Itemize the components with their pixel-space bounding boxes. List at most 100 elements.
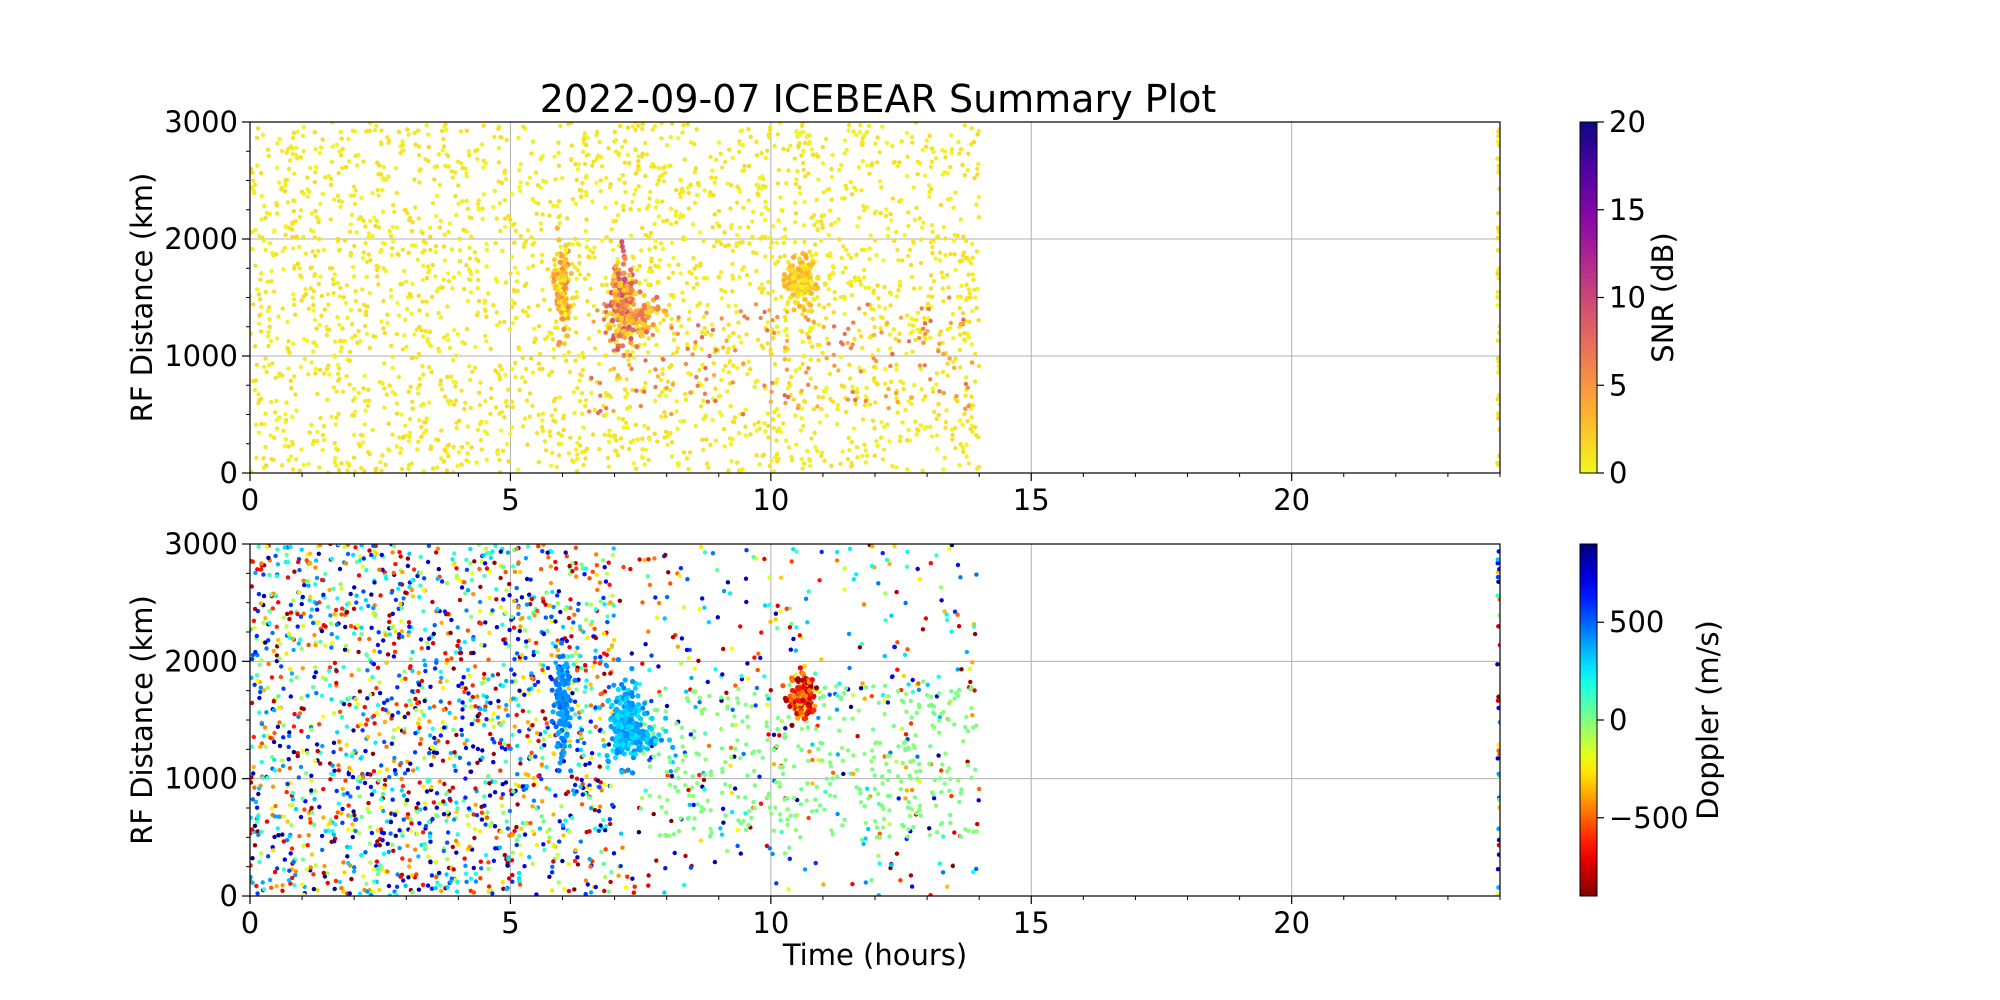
data-point: [434, 437, 439, 442]
data-point: [287, 868, 292, 873]
data-point: [645, 350, 650, 355]
data-point: [814, 197, 819, 203]
data-point: [665, 379, 671, 384]
data-point: [937, 332, 942, 337]
data-point: [574, 289, 579, 295]
data-point: [592, 660, 597, 665]
data-point: [305, 175, 310, 180]
data-point: [709, 332, 714, 338]
data-point: [416, 801, 421, 806]
data-point: [610, 277, 617, 283]
data-point: [556, 880, 561, 885]
data-point: [259, 561, 264, 566]
data-point: [396, 710, 401, 715]
data-point: [407, 291, 413, 297]
data-point: [740, 240, 745, 245]
data-point: [267, 620, 272, 626]
data-point: [418, 583, 423, 588]
data-point: [413, 142, 418, 147]
data-point: [864, 205, 870, 210]
data-point: [775, 314, 780, 320]
data-point: [330, 829, 335, 834]
data-point: [384, 744, 389, 749]
data-point: [768, 347, 773, 352]
data-point: [1497, 324, 1500, 329]
data-point: [417, 308, 422, 313]
data-point: [408, 761, 413, 766]
data-point: [372, 555, 377, 560]
data-point: [463, 400, 468, 405]
data-point: [276, 693, 281, 699]
data-point: [557, 199, 562, 204]
data-point: [633, 187, 638, 193]
data-point: [326, 363, 331, 368]
data-point: [806, 335, 812, 340]
data-point: [254, 362, 259, 368]
data-point: [667, 302, 672, 308]
data-point: [572, 887, 577, 892]
data-point: [963, 406, 968, 411]
data-point: [928, 335, 933, 340]
data-point: [620, 203, 626, 208]
data-point: [615, 374, 620, 379]
data-point: [587, 248, 593, 253]
data-point: [663, 414, 668, 419]
data-point: [423, 157, 428, 162]
data-point: [687, 450, 693, 455]
data-point: [433, 244, 439, 249]
data-point: [346, 827, 351, 832]
data-point: [669, 440, 675, 445]
data-point: [943, 419, 949, 425]
data-point: [381, 638, 386, 643]
data-point: [371, 605, 376, 611]
data-point: [450, 785, 455, 790]
data-point: [577, 187, 582, 193]
data-point: [781, 146, 786, 151]
data-point: [286, 458, 291, 463]
data-point: [784, 333, 790, 338]
data-point: [312, 273, 317, 279]
data-point: [448, 798, 453, 803]
data-point: [314, 326, 319, 331]
data-point: [481, 192, 486, 197]
data-point: [281, 867, 287, 872]
data-point: [381, 164, 386, 170]
data-point: [379, 797, 384, 802]
data-point: [424, 299, 429, 304]
data-point: [253, 649, 258, 655]
data-point: [444, 127, 449, 132]
data-point: [552, 283, 559, 290]
data-point: [976, 434, 981, 440]
data-point: [429, 744, 434, 750]
data-point: [500, 448, 506, 453]
data-point: [250, 815, 253, 820]
data-point: [424, 123, 429, 128]
data-point: [544, 590, 549, 595]
data-point: [888, 212, 893, 217]
data-point: [874, 252, 879, 258]
data-point: [316, 620, 321, 625]
data-point: [317, 465, 322, 470]
data-point: [919, 306, 924, 311]
data-point: [282, 443, 288, 449]
data-point: [947, 164, 953, 170]
data-point: [347, 891, 352, 896]
data-point: [567, 739, 573, 744]
data-point: [618, 123, 623, 129]
data-point: [585, 237, 590, 243]
data-point: [406, 633, 411, 638]
data-point: [264, 819, 270, 824]
data-point: [296, 714, 301, 719]
data-point: [451, 817, 457, 822]
data-point: [391, 570, 396, 576]
data-point: [490, 736, 495, 742]
data-point: [748, 134, 753, 139]
data-point: [290, 790, 296, 796]
data-point: [418, 554, 423, 560]
data-point: [789, 458, 795, 463]
data-point: [466, 277, 472, 282]
data-point: [418, 167, 423, 172]
data-point: [397, 549, 402, 555]
data-point: [555, 601, 560, 606]
data-point: [943, 252, 948, 258]
